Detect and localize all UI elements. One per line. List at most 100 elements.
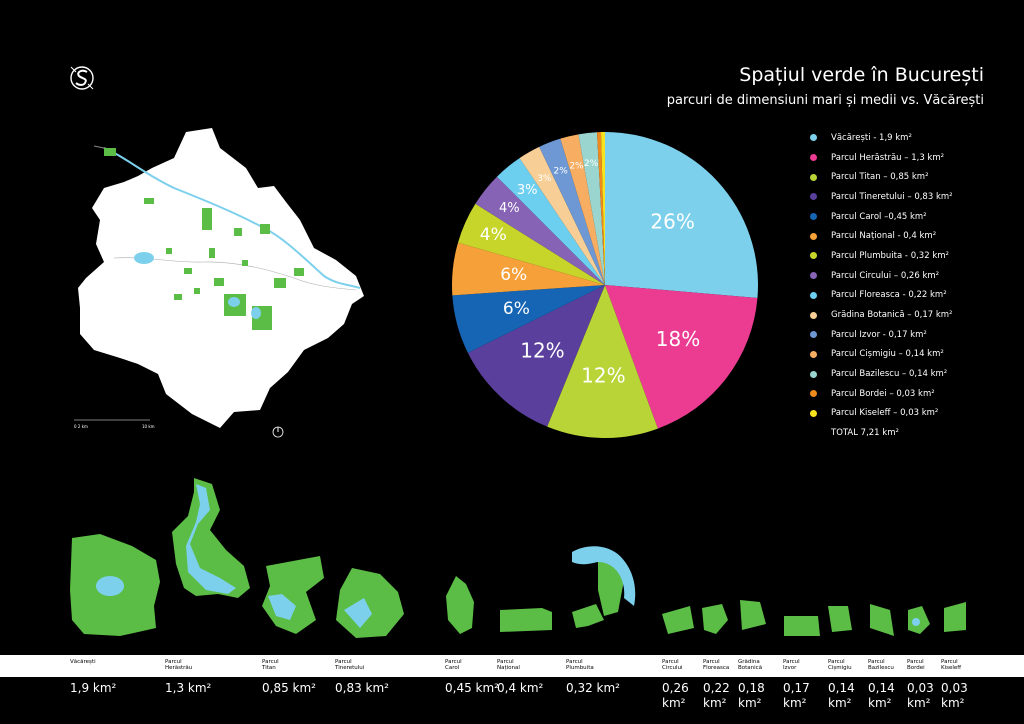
pie-slice-9 [496, 158, 605, 285]
pie-slice-1 [605, 132, 758, 298]
pie-slice-3 [547, 285, 658, 438]
legend-item: Parcul Kiseleff – 0,03 km² [810, 404, 953, 424]
park-area: 0,17 km² [783, 681, 810, 710]
pie-slice-7 [458, 203, 605, 285]
legend-label: Parcul Floreasca - 0,22 km² [831, 290, 947, 301]
legend-swatch [810, 390, 817, 398]
legend-swatch [810, 272, 817, 280]
legend-item: Parcul Cișmigiu – 0,14 km² [810, 345, 953, 365]
legend-swatch [810, 232, 817, 240]
park-area: 0,14 km² [868, 681, 895, 710]
pie-slice-12 [560, 134, 605, 285]
colentina-river [103, 147, 361, 289]
legend-label: Parcul Național - 0,4 km² [831, 231, 937, 242]
pie-label-9: 3% [517, 183, 538, 198]
legend-label: Grădina Botanică – 0,17 km² [831, 310, 953, 321]
park-area: 0,85 km² [262, 681, 316, 695]
pie-slice-4 [467, 285, 605, 427]
legend-swatch [810, 291, 817, 299]
park-name: Parcul Tineretului [335, 659, 365, 671]
pie-slice-14 [597, 132, 605, 285]
pie-slice-11 [539, 138, 605, 285]
park-area: 0,03 km² [907, 681, 934, 710]
legend-label: Parcul Cișmigiu – 0,14 km² [831, 349, 944, 360]
pie-slice-2 [605, 285, 758, 429]
legend-label: Parcul Titan – 0,85 km² [831, 172, 929, 183]
park-name: Văcărești [70, 659, 96, 665]
scale-label-start: 0 2 km [74, 424, 88, 429]
park-name: Parcul Kiseleff [941, 659, 962, 671]
pie-slice-8 [475, 176, 605, 285]
legend-swatch [810, 350, 817, 358]
legend-swatch [810, 370, 817, 378]
pie-label-8: 4% [499, 201, 520, 216]
scale-label-end: 10 km [142, 424, 155, 429]
logo-icon [70, 66, 94, 90]
legend-item: Grădina Botanică – 0,17 km² [810, 305, 953, 325]
pie-chart: 26%18%12%12%6%6%4%4%3%3%2% 2% 2% [452, 132, 758, 438]
legend-swatch [810, 213, 817, 221]
shape-national [500, 608, 552, 632]
pie-slice-5 [452, 285, 605, 353]
page-subtitle: parcuri de dimensiuni mari și medii vs. … [666, 93, 984, 108]
legend-label: Parcul Bordei – 0,03 km² [831, 388, 935, 399]
park-area: 0,03 km² [941, 681, 968, 710]
park-name: Parcul Cișmigiu [828, 659, 852, 671]
pie-label-12: 2% [569, 161, 584, 171]
legend-swatch [810, 311, 817, 319]
park-area: 1,9 km² [70, 681, 117, 695]
shape-bazilescu [870, 604, 894, 636]
shape-floreasca [702, 604, 728, 634]
legend-swatch [810, 252, 817, 260]
park-name: Parcul Național [497, 659, 520, 671]
park-name: Parcul Titan [262, 659, 279, 671]
shape-tineretului [336, 568, 404, 638]
legend: Văcărești - 1,9 km² Parcul Herăstrău – 1,… [810, 128, 953, 442]
legend-item: Parcul Herăstrău – 1,3 km² [810, 148, 953, 168]
legend-swatch [810, 193, 817, 201]
pie-label-11: 2% [554, 166, 569, 176]
pie-label-7: 4% [480, 225, 507, 245]
legend-label: Parcul Plumbuita - 0,32 km² [831, 250, 949, 261]
shape-kiseleff [944, 602, 966, 632]
legend-label: Parcul Herăstrău – 1,3 km² [831, 152, 945, 163]
park-name: Parcul Floreasca [703, 659, 730, 671]
shape-botanica [740, 600, 766, 630]
park-area: 0,83 km² [335, 681, 389, 695]
legend-label: Parcul Kiseleff – 0,03 km² [831, 408, 939, 419]
shape-titan [262, 556, 324, 634]
legend-swatch [810, 154, 817, 162]
legend-item: Parcul Bordei – 0,03 km² [810, 384, 953, 404]
pie-label-3: 12% [581, 363, 625, 387]
legend-label: Parcul Bazilescu – 0,14 km² [831, 369, 948, 380]
legend-item: Parcul Bazilescu – 0,14 km² [810, 364, 953, 384]
legend-swatch [810, 331, 817, 339]
legend-item: Parcul Izvor - 0,17 km² [810, 325, 953, 345]
park-area: 0,14 km² [828, 681, 855, 710]
park-name: Parcul Plumbuita [566, 659, 594, 671]
map-parks [104, 148, 304, 330]
pie-label-6: 6% [500, 265, 527, 285]
legend-item: Văcărești - 1,9 km² [810, 128, 953, 148]
park-shapes [70, 478, 966, 638]
shape-cismigiu [828, 606, 852, 632]
legend-label: Văcărești - 1,9 km² [831, 132, 912, 143]
pie-label-2: 18% [656, 327, 700, 351]
legend-label: Parcul Carol –0,45 km² [831, 211, 927, 222]
legend-item: Parcul Plumbuita - 0,32 km² [810, 246, 953, 266]
park-area: 0,22 km² [703, 681, 730, 710]
pie-slice-15 [601, 132, 605, 285]
park-area: 0,18 km² [738, 681, 765, 710]
pie-slice-13 [578, 132, 605, 285]
legend-item: Parcul Circului – 0,26 km² [810, 266, 953, 286]
shape-carol [446, 576, 474, 634]
pie-label-10: 3% [537, 174, 552, 184]
pie-slice-6 [452, 242, 605, 296]
park-area: 0,26 km² [662, 681, 689, 710]
dambovita-river [113, 257, 357, 291]
park-area: 1,3 km² [165, 681, 212, 695]
legend-item: Parcul Floreasca - 0,22 km² [810, 286, 953, 306]
legend-item: Parcul Carol –0,45 km² [810, 207, 953, 227]
legend-swatch [810, 134, 817, 142]
legend-label: Parcul Tineretului – 0,83 km² [831, 191, 953, 202]
